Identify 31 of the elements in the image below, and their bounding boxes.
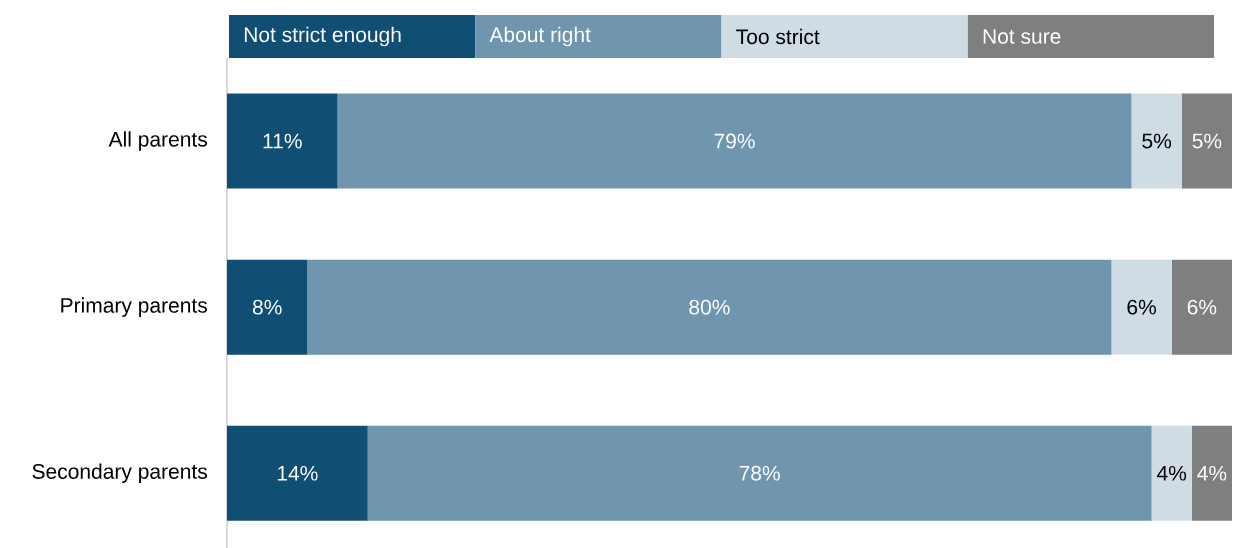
bar [337, 93, 1132, 189]
data-label: 6% [1127, 299, 1156, 315]
data-label: 4% [1197, 465, 1227, 481]
data-label: 6% [1187, 299, 1217, 315]
bar [227, 93, 338, 189]
bar [1131, 93, 1182, 189]
data-label: 80% [689, 299, 730, 315]
data-label: 8% [252, 299, 282, 315]
bar [367, 425, 1152, 521]
bar [1181, 93, 1232, 189]
bar [1191, 425, 1232, 521]
text: Not strict enough [244, 26, 401, 47]
bar [1111, 259, 1172, 355]
bar [1171, 259, 1232, 355]
bar [307, 259, 1112, 355]
y-tick-label: All parents [108, 131, 207, 151]
data-label: 79% [714, 133, 755, 149]
bar [227, 425, 368, 521]
bar [1151, 425, 1192, 521]
text: Too strict [736, 28, 820, 45]
data-label: 14% [277, 465, 318, 481]
data-label: 4% [1157, 465, 1187, 481]
bar [227, 259, 308, 355]
data-label: 5% [1142, 133, 1172, 149]
data-label: 78% [739, 465, 780, 481]
text: About right [489, 26, 591, 47]
text: Not sure [983, 29, 1061, 44]
y-tick-label: Primary parents [61, 297, 207, 317]
y-tick-label: Secondary parents [32, 463, 207, 484]
data-label: 11% [263, 133, 302, 149]
data-label: 5% [1192, 133, 1222, 149]
